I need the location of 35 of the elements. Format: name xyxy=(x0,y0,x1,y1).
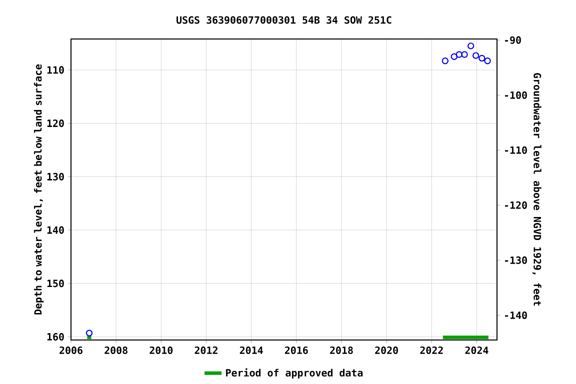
x-tick-label: 2010 xyxy=(150,346,173,354)
y2-tick-label: -120 xyxy=(505,201,527,209)
y-tick-label: 110 xyxy=(47,66,64,74)
y-tick-label: 140 xyxy=(47,226,64,234)
point xyxy=(86,330,93,336)
x-tick-label: 2012 xyxy=(194,346,218,354)
y2-axis-title: Groundwater level above NGVD 1929, feet xyxy=(532,73,542,306)
y-tick-label: 150 xyxy=(47,280,64,288)
x-tick-label: 2016 xyxy=(284,346,308,354)
x-tick-label: 2022 xyxy=(420,346,443,354)
point xyxy=(484,58,491,64)
point xyxy=(461,51,468,58)
x-tick-label: 2020 xyxy=(375,346,398,354)
point xyxy=(456,51,462,58)
y-tick-label: 160 xyxy=(47,333,64,341)
legend-label: Period of approved data xyxy=(226,368,363,378)
point xyxy=(472,52,480,59)
y2-tick-label: -90 xyxy=(505,36,521,44)
chart-title: USGS 363906077000301 54B 34 SOW 251C xyxy=(176,16,392,24)
x-tick-label: 2008 xyxy=(104,346,128,354)
x-tick-label: 2018 xyxy=(330,346,353,354)
y-tick-label: 130 xyxy=(47,172,64,180)
point xyxy=(442,58,449,64)
point xyxy=(468,42,474,50)
x-tick-label: 2014 xyxy=(240,346,263,354)
y2-tick-label: -110 xyxy=(505,146,527,154)
point xyxy=(478,54,486,62)
y2-tick-label: -130 xyxy=(505,256,527,264)
x-tick-label: 2024 xyxy=(465,346,488,354)
y2-tick-label: -140 xyxy=(505,311,527,320)
y-axis-title: Depth to water level, feet below land surface xyxy=(34,64,44,314)
point xyxy=(450,53,458,60)
y-tick-label: 120 xyxy=(47,120,64,128)
y2-tick-label: -100 xyxy=(505,91,527,99)
x-tick-label: 2006 xyxy=(60,346,82,354)
